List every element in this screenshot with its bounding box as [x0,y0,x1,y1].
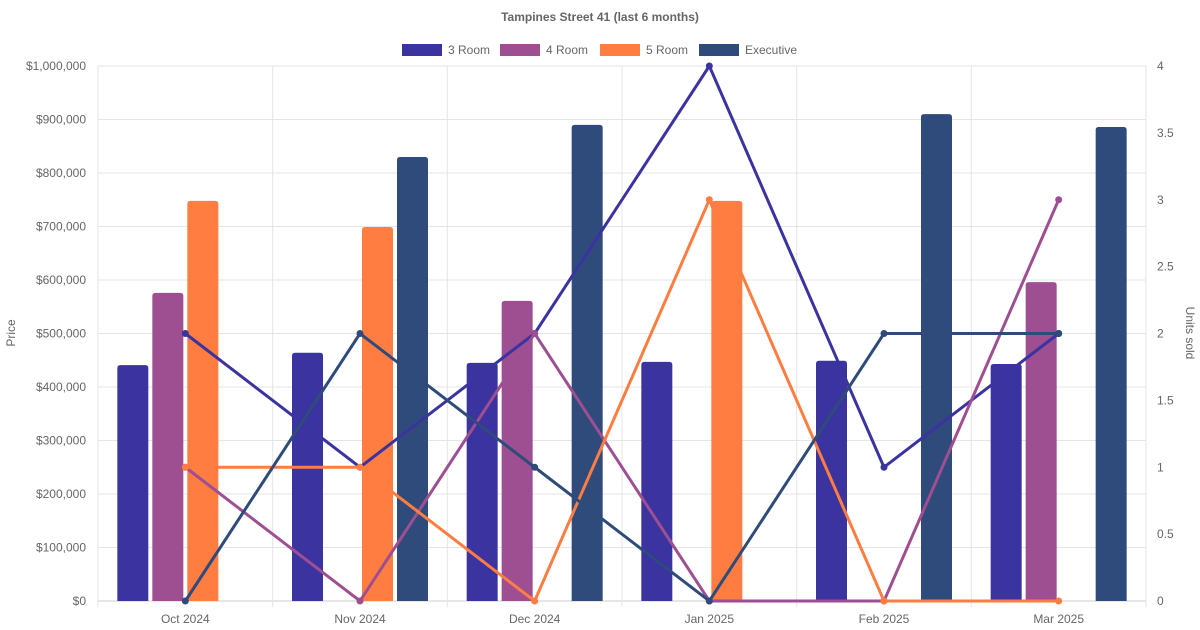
point-3-room [880,463,888,471]
bars [117,114,1127,602]
y2-tick-label: 3 [1157,193,1164,207]
legend-label: 3 Room [448,43,490,57]
bar-4-room [152,292,184,601]
legend-label: Executive [745,43,797,57]
bar-5-room [187,200,219,601]
point-5-room [531,597,539,605]
point-executive [880,330,888,337]
point-executive [181,597,189,605]
point-executive [705,597,713,605]
point-3-room [181,330,189,337]
x-tick-label: Dec 2024 [509,612,561,626]
grid [97,65,1147,607]
line-5-room [185,195,1059,604]
point-4-room [1055,196,1063,204]
chart-title: Tampines Street 41 (last 6 months) [501,10,699,24]
y-tick-label: $100,000 [36,541,86,555]
y-tick-label: $500,000 [36,327,86,341]
x-tick-label: Nov 2024 [334,612,386,626]
point-4-room [531,330,539,337]
legend-swatch [699,44,739,56]
y-tick-label: $300,000 [36,434,86,448]
y2-tick-label: 4 [1157,59,1164,73]
bar-4-room [501,300,533,601]
y2-axis-label: Units sold [1183,307,1197,360]
bar-executive [397,156,428,601]
legend-swatch [600,44,640,56]
point-3-room [705,62,713,70]
y-tick-label: $200,000 [36,487,86,501]
y2-tick-label: 0 [1157,594,1164,608]
bar-5-room [362,227,393,601]
axes: $0 $100,000 $200,000 $300,000 $400,000 $500,0… [26,59,1174,626]
point-5-room [705,196,713,204]
y-tick-label: $1,000,000 [26,59,86,73]
y-tick-label: $0 [73,594,87,608]
point-executive [356,330,364,337]
bar-5-room [711,200,743,601]
legend-swatch [402,44,442,56]
bar-3-room [117,365,149,601]
y2-tick-label: 3.5 [1157,126,1174,140]
bar-3-room [990,363,1022,601]
x-tick-label: Feb 2025 [859,612,910,626]
line-3-room [184,62,1060,470]
bar-executive [1095,126,1127,602]
y2-tick-label: 1 [1157,460,1164,474]
lines [181,62,1063,605]
bar-3-room [641,361,673,601]
y-tick-label: $600,000 [36,273,86,287]
point-5-room [356,463,364,471]
legend-label: 5 Room [646,43,688,57]
point-5-room [880,597,888,605]
line-4-room [184,199,1061,604]
y2-tick-label: 2.5 [1157,260,1174,274]
y2-tick-label: 1.5 [1157,393,1174,407]
legend-swatch [500,44,540,56]
y2-tick-label: 0.5 [1157,527,1174,541]
legend: 3 Room 4 Room 5 Room Executive [402,43,797,57]
point-executive [1055,330,1063,337]
y-tick-label: $900,000 [36,113,86,127]
point-executive [531,463,539,471]
point-5-room [181,463,189,471]
bar-4-room [1025,282,1057,601]
legend-label: 4 Room [546,43,588,57]
y-axis-label: Price [4,319,18,347]
y-tick-label: $800,000 [36,166,86,180]
x-tick-label: Oct 2024 [161,612,210,626]
x-tick-label: Mar 2025 [1033,612,1084,626]
y2-tick-label: 2 [1157,327,1164,341]
point-4-room [356,597,364,605]
line-executive [184,331,1059,604]
bar-executive [921,114,952,602]
bar-3-room [292,352,323,601]
point-5-room [1055,597,1063,605]
y-tick-label: $400,000 [36,380,86,394]
bar-executive [571,124,603,601]
x-tick-label: Jan 2025 [685,612,735,626]
y-tick-label: $700,000 [36,220,86,234]
